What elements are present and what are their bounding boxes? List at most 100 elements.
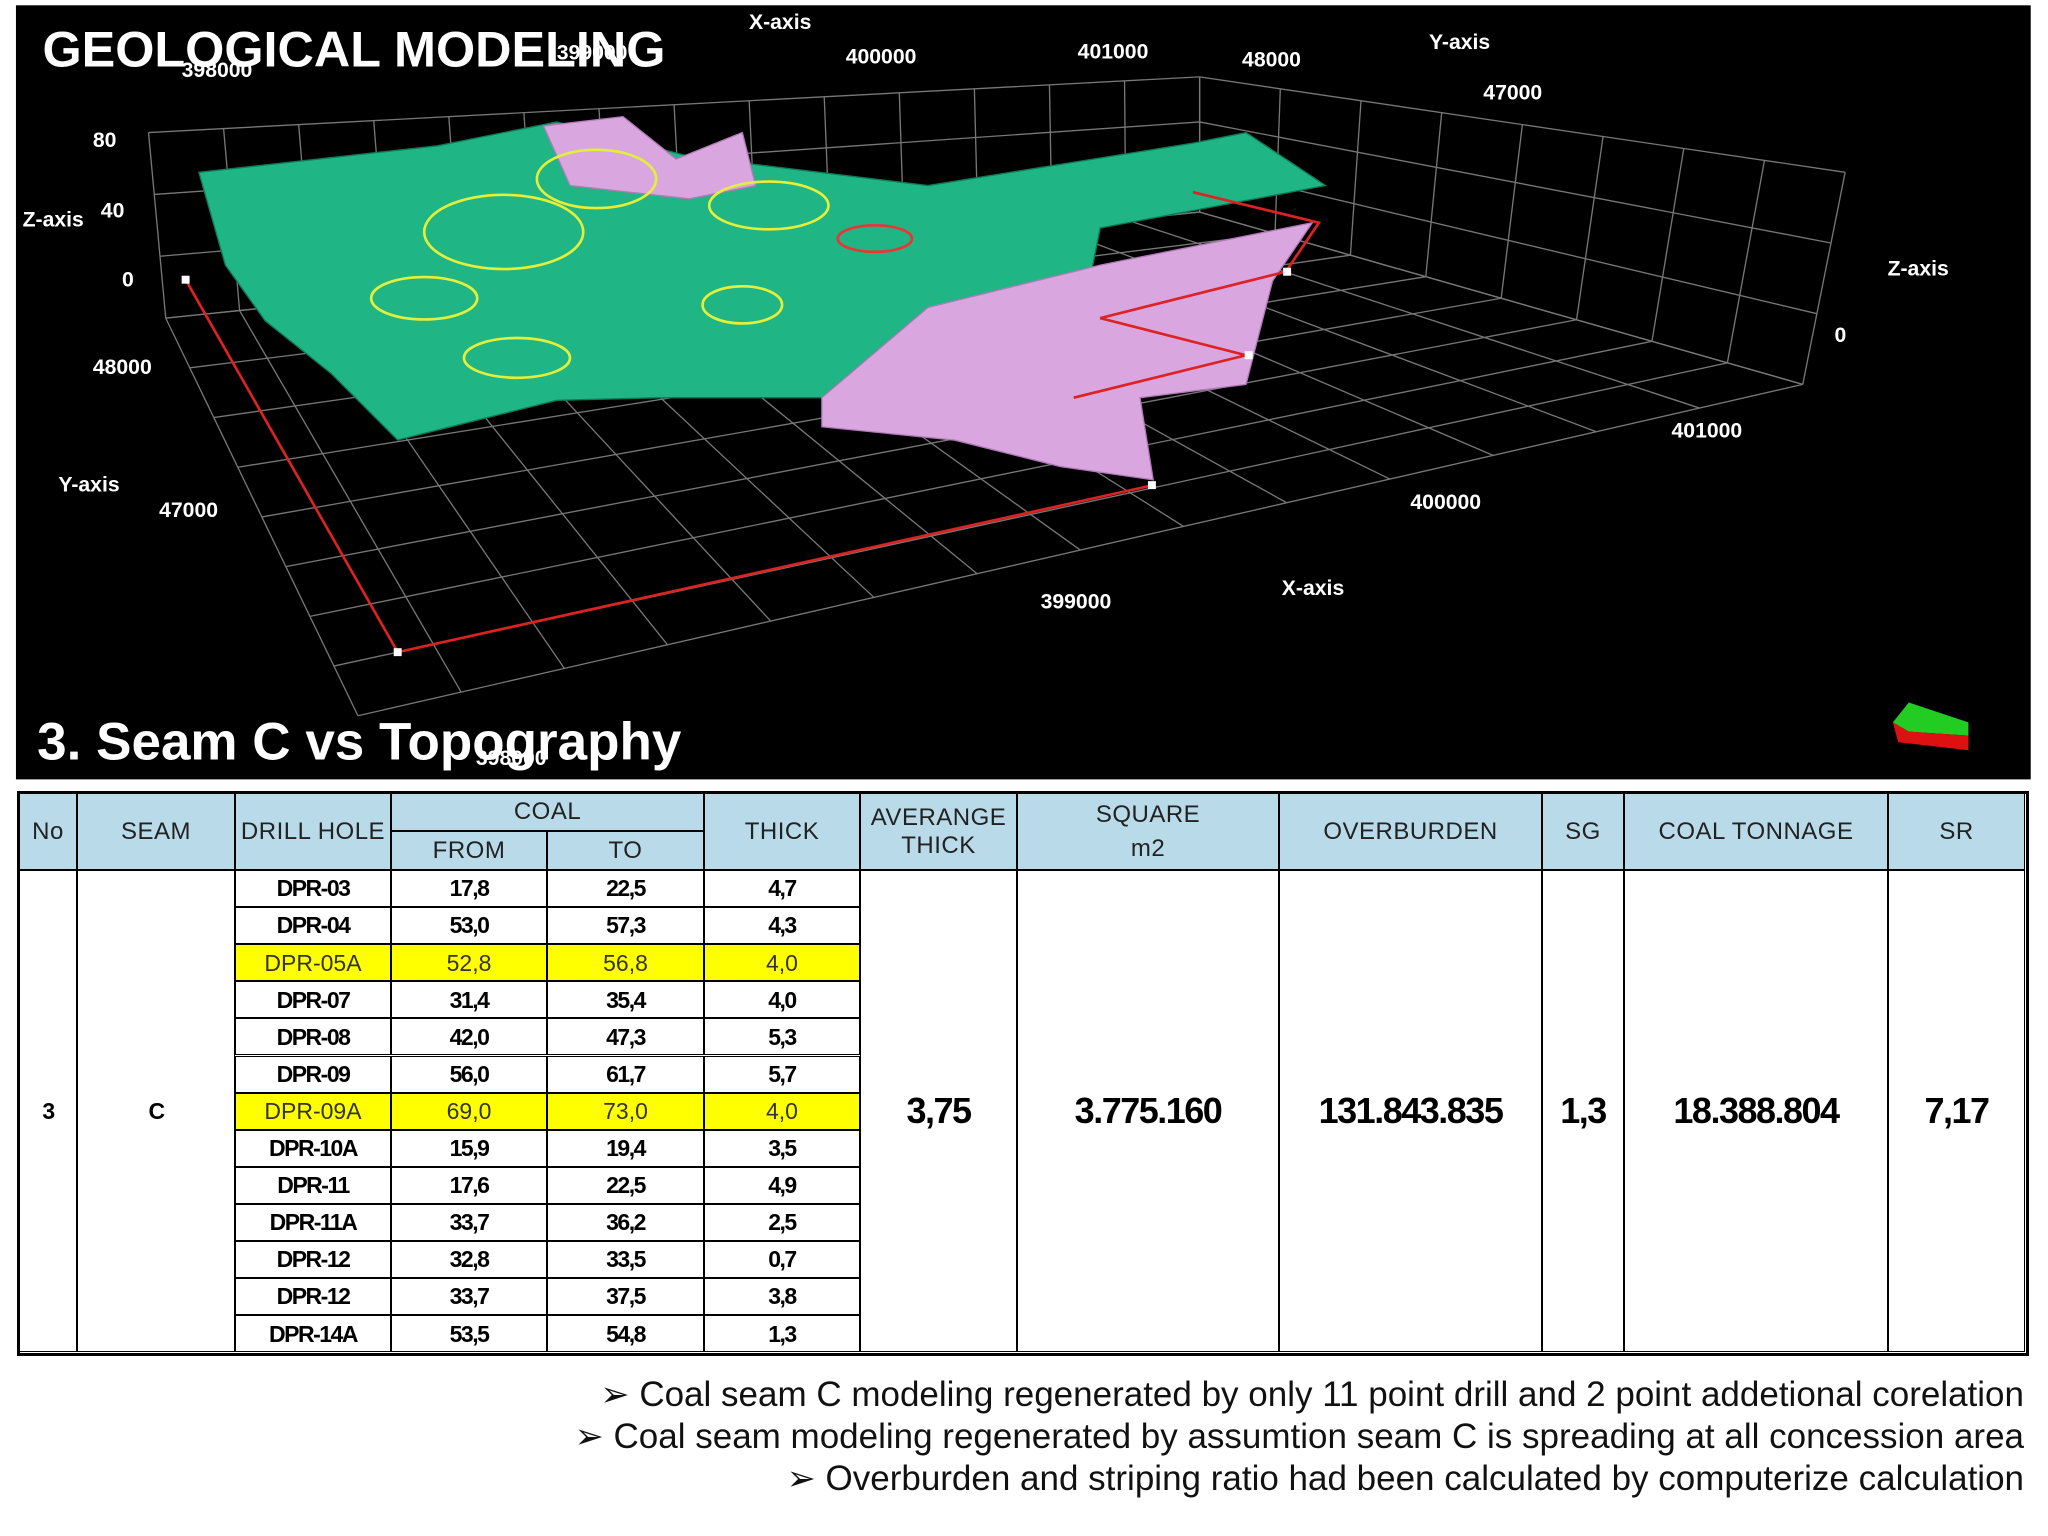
drill-points [181, 267, 1292, 657]
axis-label: Z-axis [1888, 258, 1949, 281]
thick-cell: 0,7 [704, 1241, 860, 1279]
grid-line [1726, 160, 1766, 363]
drill-hole-cell: DPR-03 [235, 870, 391, 908]
from-cell: 69,0 [391, 1092, 547, 1130]
to-cell: 22,5 [547, 870, 704, 908]
from-cell: 31,4 [391, 981, 547, 1019]
header-cell: COAL [391, 793, 704, 831]
to-cell: 37,5 [547, 1278, 704, 1316]
axis-label: 399000 [1041, 590, 1112, 613]
to-cell: 33,5 [547, 1241, 704, 1279]
drill-hole-cell: DPR-09 [235, 1055, 391, 1093]
header-cell: SQUARE m2 [1017, 793, 1279, 870]
axis-label: 40 [101, 199, 125, 222]
thick-cell: 4,0 [704, 944, 860, 982]
grid-line [1802, 172, 1846, 385]
grid-line [1199, 166, 1818, 315]
axis-label: 48000 [93, 356, 152, 379]
drill-hole-cell: DPR-07 [235, 981, 391, 1019]
from-cell: 17,8 [391, 870, 547, 908]
drill-hole-cell: DPR-05A [235, 944, 391, 982]
axis-label: 398000 [476, 747, 547, 770]
header-cell: DRILL HOLE [235, 793, 391, 870]
seam-blocks [821, 221, 1314, 481]
thick-cell: 5,7 [704, 1055, 860, 1093]
thick-cell: 5,3 [704, 1018, 860, 1056]
summary-cell: 7,17 [1888, 870, 2025, 1353]
drill-hole-cell: DPR-12 [235, 1278, 391, 1316]
thick-cell: 4,0 [704, 981, 860, 1019]
header-text: SQUARE [1095, 800, 1201, 828]
axis-label: 399000 [557, 42, 628, 65]
header-cell: No [19, 793, 77, 870]
drill-hole-cell: DPR-08 [235, 1018, 391, 1056]
thick-cell: 4,0 [704, 1092, 860, 1130]
header-cell: AVERANGE THICK [860, 793, 1017, 870]
from-cell: 15,9 [391, 1129, 547, 1167]
grid-line [309, 340, 1653, 618]
axis-label: 80 [93, 129, 117, 152]
axis-label: Y-axis [1429, 31, 1490, 54]
from-cell: 53,5 [391, 1315, 547, 1353]
from-cell: 42,0 [391, 1018, 547, 1056]
seam-blocks [542, 115, 757, 200]
header-cell: OVERBURDEN [1279, 793, 1542, 870]
summary-cell: 18.388.804 [1624, 870, 1888, 1353]
drill-hole-cell: DPR-14A [235, 1315, 391, 1353]
to-cell: 57,3 [547, 907, 704, 945]
drill-hole-cell: DPR-10A [235, 1129, 391, 1167]
grid-line [148, 76, 1200, 134]
axis-label: Y-axis [58, 474, 119, 497]
to-cell: 61,7 [547, 1055, 704, 1093]
to-cell: 22,5 [547, 1166, 704, 1204]
drill-hole-cell: DPR-12 [235, 1241, 391, 1279]
drill-hole-cell: DPR-11A [235, 1203, 391, 1241]
to-cell: 47,3 [547, 1018, 704, 1056]
axis-label: 0 [122, 268, 134, 291]
axis-label: Z-axis [23, 209, 84, 232]
axis-label: 47000 [159, 499, 218, 522]
no-cell: 3 [19, 870, 77, 1353]
from-cell: 32,8 [391, 1241, 547, 1279]
to-cell: 35,4 [547, 981, 704, 1019]
axis-label: X-axis [1282, 577, 1344, 600]
summary-cell: 3,75 [860, 870, 1017, 1353]
grid-line [147, 132, 167, 319]
slide-subtitle: 3. Seam C vs Topography [37, 713, 682, 772]
thick-cell: 4,9 [704, 1166, 860, 1204]
axis-label: 401000 [1078, 40, 1149, 63]
to-cell: 56,8 [547, 944, 704, 982]
axis-label: 400000 [846, 46, 917, 69]
axis-label: 0 [1835, 324, 1847, 347]
to-cell: 73,0 [547, 1092, 704, 1130]
orientation-cube [1892, 702, 1969, 751]
grid-line [1199, 76, 1846, 173]
thick-cell: 2,5 [704, 1203, 860, 1241]
header-text: m2 [1130, 834, 1166, 862]
grid-line [1199, 121, 1832, 244]
header-cell: SEAM [77, 793, 235, 870]
slide-title: GEOLOGICAL MODELING [42, 20, 665, 77]
summary-cell: 3.775.160 [1017, 870, 1279, 1353]
axis-label: 48000 [1242, 48, 1301, 71]
summary-cell: 131.843.835 [1279, 870, 1542, 1353]
grid-line [285, 319, 1577, 568]
thick-cell: 3,5 [704, 1129, 860, 1167]
header-cell: SR [1888, 793, 2025, 870]
axis-label: X-axis [749, 11, 811, 34]
axis-label: 401000 [1672, 419, 1743, 442]
grid-line [1575, 136, 1604, 320]
axis-label: 47000 [1483, 81, 1542, 104]
boundary-line [1073, 190, 1322, 399]
grid-line [1651, 148, 1685, 342]
contour [836, 224, 914, 254]
grid-line [1425, 112, 1443, 277]
drill-hole-cell: DPR-04 [235, 907, 391, 945]
to-cell: 54,8 [547, 1315, 704, 1353]
bullet: ➢ Overburden and striping ratio had been… [786, 1459, 2024, 1498]
from-cell: 53,0 [391, 907, 547, 945]
drill-hole-cell: DPR-09A [235, 1092, 391, 1130]
axis-label: 398000 [182, 59, 253, 82]
thick-cell: 4,3 [704, 907, 860, 945]
